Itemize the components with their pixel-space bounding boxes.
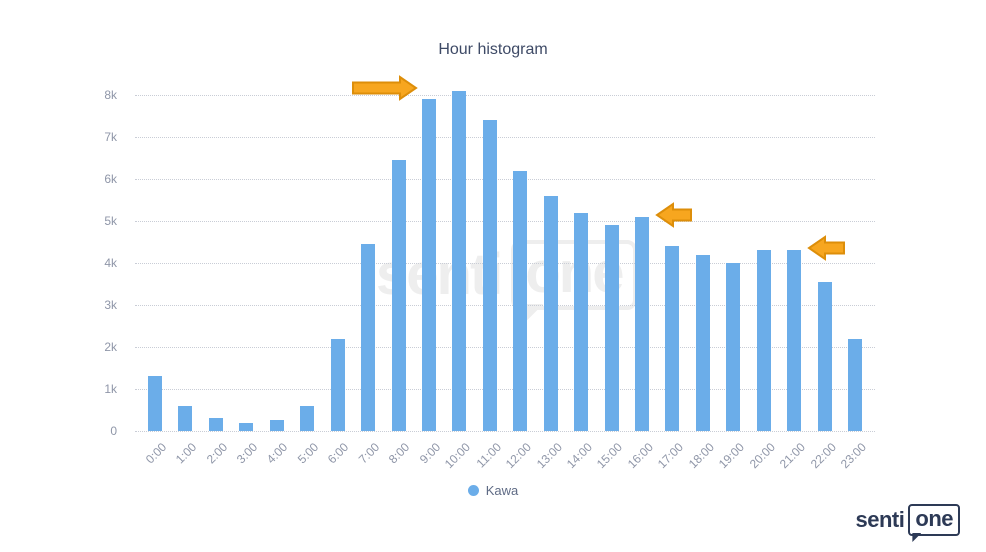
x-axis-tick-label: 10:00 <box>442 440 474 472</box>
bar-3:00[interactable] <box>239 423 254 431</box>
sentione-watermark: senti one <box>376 240 637 310</box>
y-axis-tick-label: 5k <box>104 214 117 228</box>
gridline <box>135 221 875 222</box>
bar-14:00[interactable] <box>574 213 589 431</box>
bar-1:00[interactable] <box>178 406 193 431</box>
legend-marker-icon <box>467 485 479 496</box>
x-axis-tick-label: 15:00 <box>594 440 626 472</box>
legend-series-label: Kawa <box>485 483 519 498</box>
bar-11:00[interactable] <box>482 120 497 431</box>
gridline <box>135 347 875 348</box>
annotation-arrow-right-icon <box>351 75 418 101</box>
bar-9:00[interactable] <box>421 99 436 431</box>
x-axis-tick-label: 23:00 <box>837 440 869 472</box>
x-axis-tick-label: 1:00 <box>172 440 200 467</box>
y-axis-tick-label: 3k <box>104 298 117 312</box>
chart-title: Hour histogram <box>438 41 548 58</box>
bar-7:00[interactable] <box>361 244 375 431</box>
gridline <box>135 389 875 390</box>
x-axis-tick-label: 7:00 <box>355 440 382 467</box>
x-axis-tick-label: 11:00 <box>473 440 504 471</box>
x-axis-tick-label: 5:00 <box>294 440 322 467</box>
sentione-logo: senti one <box>856 504 960 536</box>
y-axis-tick-label: 7k <box>104 130 117 144</box>
bar-20:00[interactable] <box>756 250 771 431</box>
x-axis-tick-label: 16:00 <box>624 440 656 472</box>
bar-19:00[interactable] <box>726 263 741 431</box>
x-axis-tick-label: 22:00 <box>807 440 839 472</box>
logo-text-senti: senti <box>855 507 905 532</box>
bar-18:00[interactable] <box>695 255 710 431</box>
bar-6:00[interactable] <box>330 339 345 431</box>
gridline <box>135 95 875 96</box>
y-axis-tick-label: 4k <box>104 256 117 270</box>
annotation-arrow-left-icon <box>655 202 692 228</box>
gridline <box>135 137 875 138</box>
bar-15:00[interactable] <box>604 225 619 431</box>
x-axis-tick-label: 13:00 <box>533 440 565 472</box>
x-axis-tick-label: 6:00 <box>325 440 352 467</box>
bar-8:00[interactable] <box>391 160 406 431</box>
y-axis-tick-label: 0 <box>110 424 117 438</box>
x-axis-tick-label: 3:00 <box>233 440 261 467</box>
bar-10:00[interactable] <box>452 91 467 431</box>
x-axis-tick-label: 19:00 <box>716 440 748 472</box>
x-axis-tick-label: 8:00 <box>385 440 413 467</box>
x-axis-tick-label: 14:00 <box>563 440 595 472</box>
x-axis-tick-label: 20:00 <box>746 440 778 472</box>
bar-2:00[interactable] <box>208 418 223 431</box>
bar-17:00[interactable] <box>665 246 680 431</box>
y-axis-tick-label: 8k <box>104 88 117 102</box>
bar-5:00[interactable] <box>300 406 315 431</box>
y-axis-tick-label: 2k <box>104 340 117 354</box>
gridline <box>135 179 875 180</box>
x-axis-tick-label: 12:00 <box>502 440 535 472</box>
x-axis-tick-label: 17:00 <box>655 440 687 472</box>
gridline <box>135 431 875 432</box>
y-axis-tick-label: 1k <box>104 382 117 396</box>
bar-12:00[interactable] <box>513 171 528 431</box>
bar-16:00[interactable] <box>635 217 649 431</box>
x-axis-tick-label: 0:00 <box>142 440 169 467</box>
legend[interactable]: Kawa <box>0 483 986 498</box>
bar-0:00[interactable] <box>148 376 162 431</box>
bar-4:00[interactable] <box>269 420 284 431</box>
gridline <box>135 305 875 306</box>
x-axis-tick-label: 21:00 <box>776 440 808 472</box>
annotation-arrow-left-icon <box>807 235 846 261</box>
x-axis-tick-label: 9:00 <box>416 440 443 467</box>
logo-speech-bubble: one <box>908 504 960 536</box>
x-axis-tick-label: 4:00 <box>264 440 291 467</box>
y-axis-tick-label: 6k <box>104 172 117 186</box>
bar-23:00[interactable] <box>848 339 862 431</box>
bar-13:00[interactable] <box>543 196 558 431</box>
gridline <box>135 263 875 264</box>
x-axis-tick-label: 2:00 <box>203 440 230 467</box>
bar-22:00[interactable] <box>817 282 832 431</box>
bar-21:00[interactable] <box>787 250 802 431</box>
x-axis-tick-label: 18:00 <box>685 440 717 472</box>
